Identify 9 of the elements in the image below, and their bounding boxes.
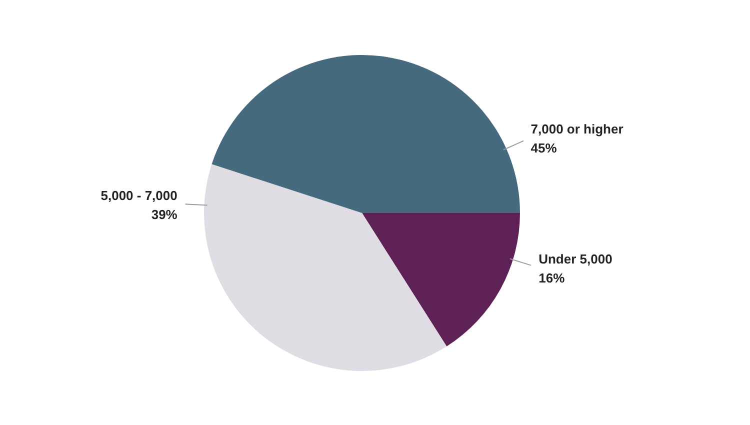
slice-label: 7,000 or higher (530, 122, 624, 137)
data-label: 45% (530, 140, 558, 156)
data-label: 39% (151, 206, 178, 222)
data-label: 16% (538, 270, 566, 286)
slice-label: Under 5,000 (538, 252, 612, 267)
pie-slice (362, 213, 520, 346)
pie-slice (204, 164, 447, 371)
pie-slice (212, 55, 520, 213)
slice-label: 5,000 - 7,000 (100, 188, 178, 203)
